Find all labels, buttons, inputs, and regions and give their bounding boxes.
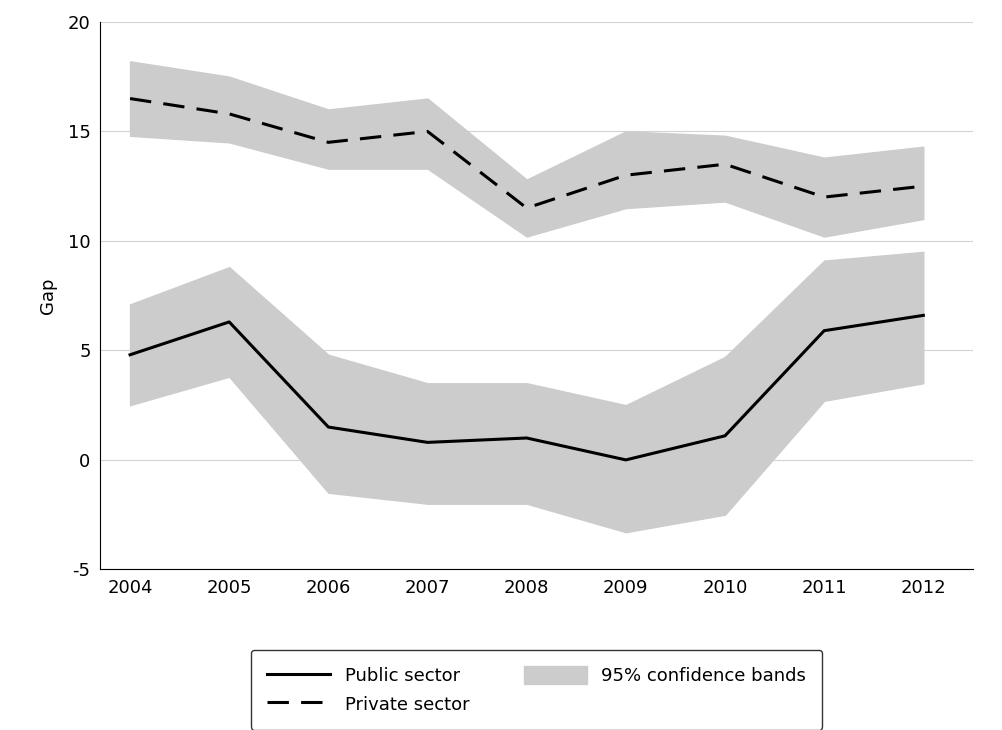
Legend: Public sector, Private sector, 95% confidence bands: Public sector, Private sector, 95% confi… <box>250 650 822 730</box>
Y-axis label: Gap: Gap <box>38 277 56 314</box>
